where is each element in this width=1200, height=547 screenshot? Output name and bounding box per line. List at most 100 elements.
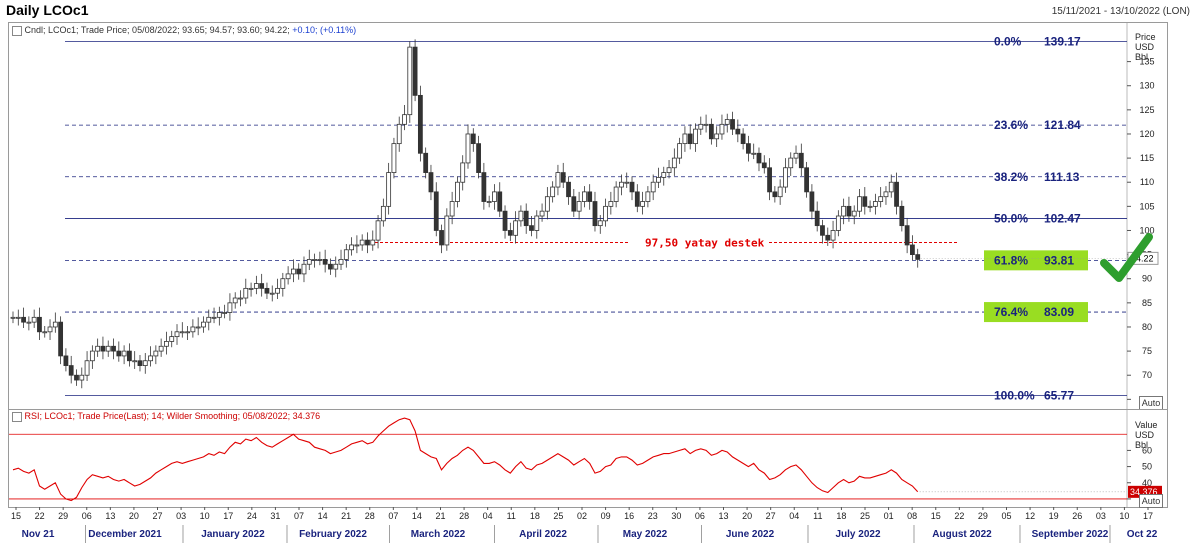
candle-body — [910, 244, 915, 255]
x-tick-label: 24 — [247, 511, 257, 521]
candle-body — [841, 205, 847, 217]
candle-body — [370, 239, 376, 246]
candle-body — [142, 360, 148, 366]
x-tick-label: 22 — [35, 511, 45, 521]
candle-body — [661, 172, 667, 178]
candle-body — [899, 205, 905, 227]
x-tick-label: 20 — [742, 511, 752, 521]
title-bar: Daily LCOc1 15/11/2021 - 13/10/2022 (LON… — [0, 0, 1200, 20]
candle-body — [677, 143, 683, 159]
candle-body — [671, 157, 677, 169]
candle-body — [375, 220, 381, 241]
candle-body — [111, 345, 116, 352]
candle-body — [539, 210, 545, 217]
x-month-label: Oct 22 — [1127, 529, 1158, 540]
x-tick-label: 15 — [931, 511, 941, 521]
price-panel[interactable]: 657075808590951001051101151201251301350.… — [8, 22, 1168, 410]
x-tick-label: 16 — [624, 511, 634, 521]
x-tick-label: 02 — [577, 511, 587, 521]
rsi-chart[interactable]: 3040506034.376 — [9, 410, 1167, 507]
chart-title: Daily LCOc1 — [6, 2, 89, 18]
x-tick-label: 20 — [129, 511, 139, 521]
candle-body — [439, 230, 444, 246]
price-tick-label: 125 — [1139, 105, 1154, 115]
x-tick-label: 17 — [223, 511, 233, 521]
x-month-label: January 2022 — [201, 529, 265, 540]
rsi-legend-icon — [12, 411, 22, 422]
candle-body — [338, 259, 344, 265]
candle-body — [878, 196, 884, 202]
price-axis-title-3: Bbl — [1135, 52, 1149, 62]
fib-price-label: 83.09 — [1044, 305, 1074, 319]
candle-body — [328, 263, 333, 270]
x-tick-label: 10 — [1119, 511, 1129, 521]
rsi-auto-button[interactable]: Auto — [1139, 494, 1163, 508]
candle-body — [206, 316, 212, 323]
candle-body — [100, 345, 106, 352]
candle-body — [428, 172, 434, 193]
candle-body — [216, 312, 222, 318]
candle-body — [354, 244, 360, 247]
candle-body — [317, 259, 323, 261]
rsi-panel[interactable]: 3040506034.376 RSI; LCOc1; Trade Price(L… — [8, 409, 1168, 508]
candle-body — [693, 128, 698, 145]
candle-body — [513, 220, 519, 236]
candle-body — [333, 263, 339, 270]
candle-body — [751, 152, 757, 155]
x-tick-label: 14 — [412, 511, 422, 521]
price-tick-label: 135 — [1139, 57, 1154, 67]
candle-body — [566, 181, 571, 198]
x-month-label: February 2022 — [299, 529, 367, 540]
price-auto-button[interactable]: Auto — [1139, 396, 1163, 410]
price-tick-label: 110 — [1140, 177, 1154, 187]
candle-body — [529, 225, 534, 231]
candle-body — [280, 278, 286, 289]
candle-body — [312, 259, 317, 261]
candle-body — [507, 230, 513, 236]
candle-body — [555, 172, 561, 188]
candle-body — [269, 292, 275, 295]
candle-body — [867, 205, 873, 208]
x-tick-label: 05 — [1001, 511, 1011, 521]
candle-body — [423, 152, 429, 173]
candle-body — [719, 123, 725, 135]
candle-body — [486, 201, 492, 203]
candle-body — [21, 316, 26, 323]
x-tick-label: 03 — [1096, 511, 1106, 521]
x-axis: 15 22 29 06 13 20 27 03 10 17 24 31 07 14 21 28 07 14 21 28… — [11, 507, 1158, 543]
x-month-label: August 2022 — [932, 529, 992, 540]
fib-level-label: 76.4% — [994, 305, 1028, 319]
x-tick-label: 13 — [105, 511, 115, 521]
x-tick-label: 31 — [270, 511, 280, 521]
rsi-legend: RSI; LCOc1; Trade Price(Last); 14; Wilde… — [12, 411, 320, 422]
candle-body — [63, 355, 69, 366]
fib-price-label: 121.84 — [1044, 118, 1081, 132]
x-tick-label: 01 — [884, 511, 894, 521]
rsi-axis-title: Value USD Bbl — [1135, 420, 1157, 450]
price-tick-label: 70 — [1142, 370, 1152, 380]
x-tick-label: 15 — [11, 511, 21, 521]
candle-body — [285, 273, 291, 280]
price-chart[interactable]: 657075808590951001051101151201251301350.… — [9, 23, 1167, 409]
candle-body — [830, 230, 836, 241]
candle-body — [148, 355, 153, 362]
candle-body — [153, 350, 159, 357]
candle-body — [407, 46, 413, 116]
candle-body — [227, 302, 233, 313]
candle-body — [619, 181, 624, 188]
x-tick-label: 08 — [907, 511, 917, 521]
x-tick-label: 21 — [435, 511, 445, 521]
fib-price-label: 65.77 — [1044, 389, 1074, 403]
x-month-label: September 2022 — [1032, 529, 1109, 540]
candle-body — [201, 321, 206, 328]
fib-highlight-box — [984, 302, 1088, 323]
candle-body — [650, 181, 656, 193]
candle-body — [417, 94, 423, 154]
candle-body — [550, 186, 556, 198]
x-month-label: July 2022 — [835, 529, 880, 540]
candle-body — [365, 239, 370, 246]
candle-body — [470, 133, 476, 145]
candle-body — [767, 167, 772, 193]
candle-body — [42, 331, 48, 334]
candle-body — [735, 128, 741, 135]
